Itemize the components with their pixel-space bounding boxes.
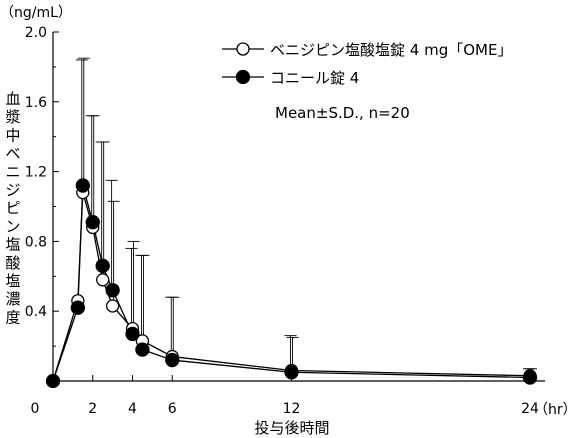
y-tick-label: 0.4 <box>25 304 47 320</box>
legend-label-s0: ベニジピン塩酸塩錠 4 mg「OME」 <box>270 41 512 59</box>
y-axis-title-char: ニ <box>5 163 20 181</box>
y-axis-title-char: ジ <box>5 181 20 199</box>
data-point-s1 <box>125 326 140 342</box>
y-ticks: 0.4 0.8 1.2 1.6 2.0 <box>25 25 59 347</box>
data-point-s0 <box>96 273 110 287</box>
y-axis-title-char: 漿 <box>5 108 20 126</box>
y-axis-title-char: 血 <box>5 90 20 108</box>
x-tick-label: 4 <box>128 401 137 417</box>
data-point-s1 <box>522 370 538 385</box>
series-line-s1 <box>52 185 531 382</box>
legend-label-s1: コニール錠 4 <box>270 69 359 87</box>
y-tick-label: 0.8 <box>25 234 47 250</box>
y-axis-title-char: 濃 <box>5 290 20 308</box>
x-tick-label: 2 <box>88 401 97 417</box>
legend: ベニジピン塩酸塩錠 4 mg「OME」 コニール錠 4 Mean±S.D., n… <box>222 41 512 122</box>
y-unit-label: （ng/mL） <box>0 5 72 21</box>
x-unit-label: （hr） <box>534 402 572 418</box>
x-tick-label: 6 <box>168 401 177 417</box>
y-axis-title-char: 酸 <box>5 254 20 272</box>
x-tick-label: 12 <box>283 401 301 417</box>
y-tick-label: 1.2 <box>25 165 47 181</box>
data-point-s1 <box>45 373 61 389</box>
data-point-s1 <box>95 258 110 273</box>
y-axis-title-char: 中 <box>5 126 20 144</box>
data-point-s1 <box>284 365 299 380</box>
x-axis-title: 投与後時間 <box>254 419 329 437</box>
data-point-s0 <box>105 299 120 313</box>
chart-annotation: Mean±S.D., n=20 <box>275 104 410 122</box>
x-ticks: 0 2 4 6 12 24 <box>31 375 539 417</box>
series-line-s0 <box>52 192 531 382</box>
y-axis-title-char: 塩 <box>5 272 20 290</box>
data-point-s1 <box>85 215 100 230</box>
y-axis-title-char: ベ <box>5 145 20 163</box>
error-bars <box>75 57 537 378</box>
y-axis-title-char: 塩 <box>5 236 20 254</box>
series-points <box>45 178 538 389</box>
legend-marker-s1 <box>235 69 251 85</box>
data-point-s1 <box>105 283 120 298</box>
data-point-s1 <box>165 352 180 368</box>
y-tick-label: 2.0 <box>25 25 47 41</box>
data-point-s1 <box>75 178 90 193</box>
x-tick-label: 24 <box>521 401 539 417</box>
legend-marker-s0 <box>236 42 250 56</box>
y-axis-title-char: 度 <box>5 308 20 326</box>
series-lines <box>52 185 531 382</box>
y-tick-label: 1.6 <box>25 95 47 111</box>
data-point-s1 <box>70 300 85 315</box>
y-axis-title-char: ピ <box>5 199 20 217</box>
x-tick-label: 0 <box>31 401 40 417</box>
y-axis-title-char: ン <box>5 217 20 235</box>
data-point-s1 <box>135 342 150 357</box>
